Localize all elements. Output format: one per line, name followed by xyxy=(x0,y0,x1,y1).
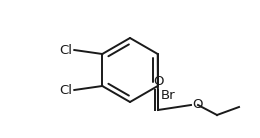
Text: Br: Br xyxy=(161,89,175,102)
Text: Cl: Cl xyxy=(59,83,72,96)
Text: Cl: Cl xyxy=(59,43,72,56)
Text: O: O xyxy=(192,99,203,112)
Text: O: O xyxy=(153,75,164,88)
